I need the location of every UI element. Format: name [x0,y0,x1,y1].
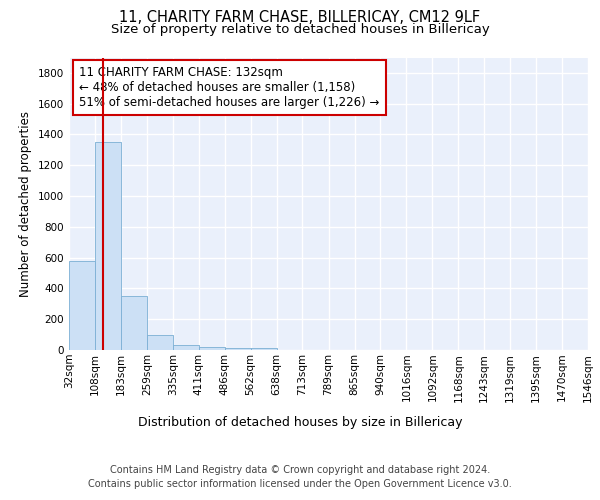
Bar [95,142,121,350]
Bar [224,348,251,350]
Bar [199,347,224,350]
Bar [121,296,147,350]
Bar [251,348,277,350]
Text: Contains HM Land Registry data © Crown copyright and database right 2024.: Contains HM Land Registry data © Crown c… [110,465,490,475]
Text: 11, CHARITY FARM CHASE, BILLERICAY, CM12 9LF: 11, CHARITY FARM CHASE, BILLERICAY, CM12… [119,10,481,25]
Text: Distribution of detached houses by size in Billericay: Distribution of detached houses by size … [138,416,462,429]
Text: Contains public sector information licensed under the Open Government Licence v3: Contains public sector information licen… [88,479,512,489]
Bar [69,262,95,350]
Text: 11 CHARITY FARM CHASE: 132sqm
← 48% of detached houses are smaller (1,158)
51% o: 11 CHARITY FARM CHASE: 132sqm ← 48% of d… [79,66,380,110]
Bar [147,336,173,350]
Text: Size of property relative to detached houses in Billericay: Size of property relative to detached ho… [110,24,490,36]
Y-axis label: Number of detached properties: Number of detached properties [19,111,32,296]
Bar [173,346,199,350]
